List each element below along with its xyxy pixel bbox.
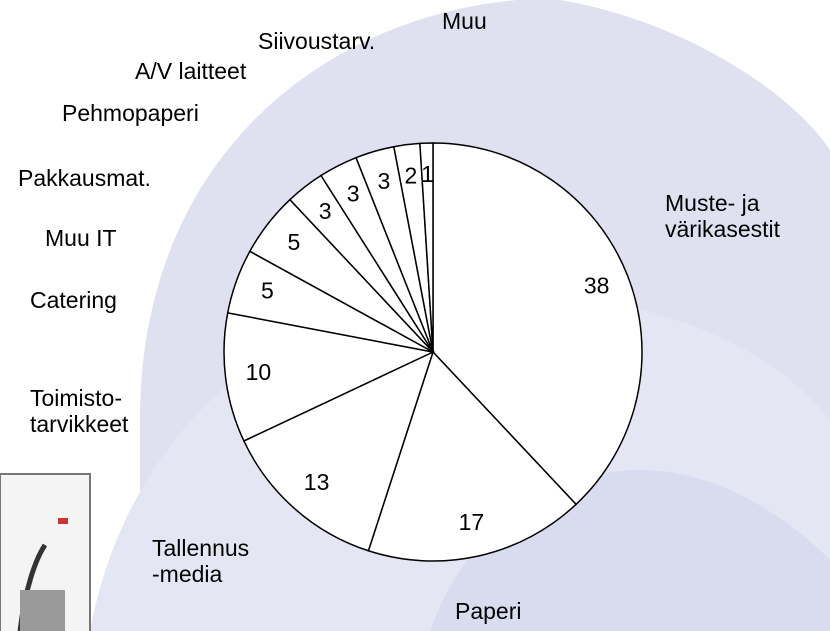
value-label: 10 xyxy=(246,359,272,385)
value-label: 3 xyxy=(347,180,360,206)
pie-slice xyxy=(223,311,436,442)
pie-slice xyxy=(367,350,578,562)
value-label: 1 xyxy=(421,161,434,187)
value-label: 5 xyxy=(261,277,274,303)
photo xyxy=(0,473,91,631)
category-label: Siivoustarv. xyxy=(258,28,376,54)
category-label: Muu IT xyxy=(45,225,117,251)
category-label: Paperi xyxy=(455,598,522,624)
pie-slice xyxy=(432,142,643,506)
value-label: 13 xyxy=(304,469,330,495)
category-label: Muste- ja värikasestit xyxy=(665,190,781,242)
category-label: Tallennus -media xyxy=(152,535,250,587)
value-label: 3 xyxy=(319,198,332,224)
pie-slice xyxy=(242,350,435,552)
category-label: Pehmopaperi xyxy=(62,100,199,126)
value-label: 5 xyxy=(288,229,301,255)
value-label: 3 xyxy=(377,168,390,194)
category-label: Muu xyxy=(442,8,487,34)
category-label: A/V laitteet xyxy=(135,58,247,84)
value-label: 38 xyxy=(584,272,610,298)
category-label: Pakkausmat. xyxy=(18,165,151,191)
value-label: 17 xyxy=(459,509,485,535)
pie-slice xyxy=(419,142,434,353)
value-label: 2 xyxy=(405,162,418,188)
category-label: Toimisto- tarvikkeet xyxy=(30,385,129,437)
category-label: Catering xyxy=(30,287,117,313)
